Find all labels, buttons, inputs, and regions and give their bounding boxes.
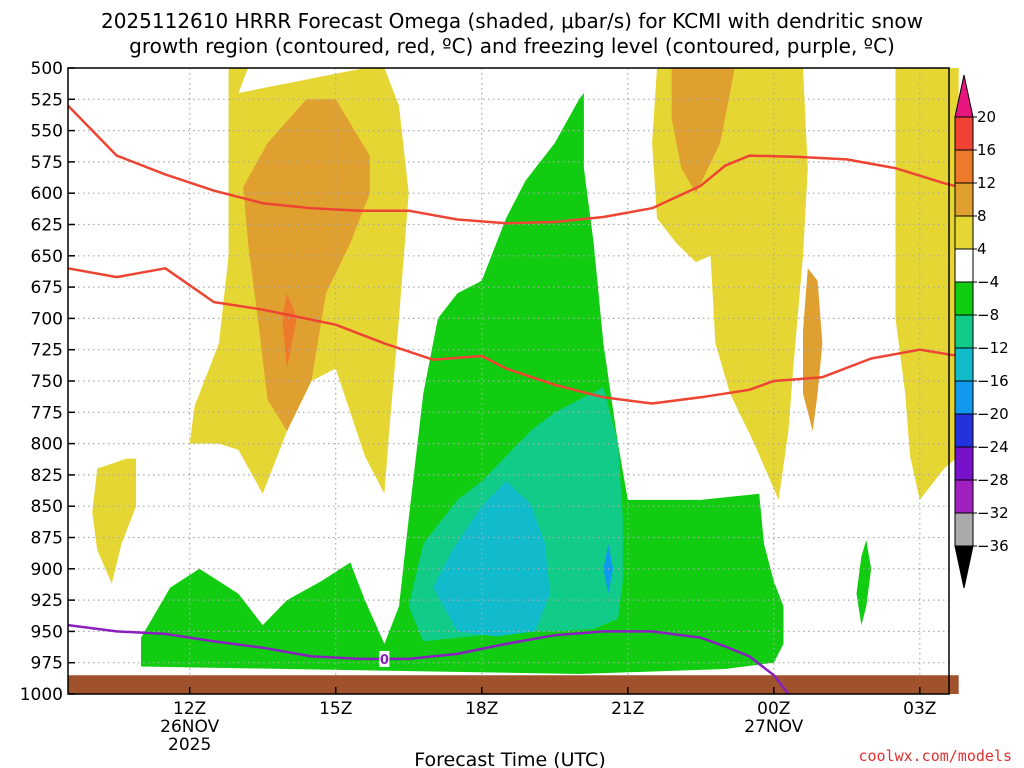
colorbar-label-10: −24 <box>977 438 1009 456</box>
colorbar-bin-7 <box>954 314 974 349</box>
y-tick-label-20: 1000 <box>20 685 63 705</box>
y-tick-label-0: 500 <box>31 59 63 79</box>
y-tick-label-15: 875 <box>31 529 63 549</box>
y-tick-label-1: 525 <box>31 90 63 110</box>
colorbar-bin-11 <box>954 446 974 481</box>
dgz-contour-upper <box>67 104 960 225</box>
colorbar-bin-13 <box>954 512 974 547</box>
freezing-level-contour <box>67 623 790 695</box>
colorbar-label-7: −12 <box>977 339 1009 357</box>
omega-region-7 <box>282 293 297 369</box>
y-tick-label-2: 550 <box>31 122 63 142</box>
colorbar: 20 16 12 8 4 −4 −8 −12 −16 −20 −24 −28 −32 −36 <box>954 74 1009 589</box>
y-tick-label-11: 775 <box>31 403 63 423</box>
y-tick-label-3: 575 <box>31 153 63 173</box>
y-tick-label-12: 800 <box>31 435 63 455</box>
x-tick-label-0: 12Z <box>173 699 206 719</box>
y-tick-label-4: 600 <box>31 184 63 204</box>
omega-region-2 <box>895 68 959 500</box>
y-tick-label-16: 900 <box>31 560 63 580</box>
omega-region-4 <box>243 99 370 432</box>
y-tick-label-13: 825 <box>31 466 63 486</box>
colorbar-label-8: −16 <box>977 372 1009 390</box>
colorbar-bin-1 <box>954 116 974 151</box>
credit-text: coolwx.com/models <box>858 747 1012 765</box>
colorbar-label-0: 20 <box>977 108 996 126</box>
colorbar-bin-12 <box>954 479 974 514</box>
colorbar-bin-3 <box>954 182 974 217</box>
y-tick-label-17: 925 <box>31 591 63 611</box>
y-tick-label-19: 975 <box>31 654 63 674</box>
x-tick-label-2: 18Z <box>465 699 498 719</box>
omega-region-3 <box>92 458 137 584</box>
x-tick-label-5: 03Z <box>903 699 936 719</box>
y-tick-label-9: 725 <box>31 341 63 361</box>
colorbar-label-5: −4 <box>977 273 999 291</box>
colorbar-label-4: 4 <box>977 240 987 258</box>
freezing-label-bg <box>379 650 390 667</box>
y-tick-label-10: 750 <box>31 372 63 392</box>
y-axis: 500 525 550 575 600 625 650 675 700 725 750 775 800 8… <box>20 59 75 705</box>
omega-region-9 <box>856 540 872 626</box>
x-tick-label-4: 00Z <box>757 699 790 719</box>
omega-region-6 <box>803 268 823 432</box>
x-tick-date-4: 27NOV <box>744 717 803 737</box>
omega-region-11 <box>433 481 550 637</box>
colorbar-bin-4 <box>954 215 974 250</box>
y-tick-label-8: 700 <box>31 309 63 329</box>
colorbar-label-12: −32 <box>977 504 1009 522</box>
colorbar-label-1: 16 <box>977 141 996 159</box>
colorbar-bin-8 <box>954 347 974 382</box>
colorbar-bin-10 <box>954 413 974 448</box>
x-tick-label-1: 15Z <box>319 699 352 719</box>
colorbar-label-3: 8 <box>977 207 987 225</box>
dgz-contour-lower <box>67 267 959 405</box>
colorbar-label-13: −36 <box>977 537 1009 555</box>
colorbar-bin-9 <box>954 380 974 415</box>
contour-lines: 0 <box>67 104 960 695</box>
x-axis-label: Forecast Time (UTC) <box>414 749 605 768</box>
y-tick-label-6: 650 <box>31 247 63 267</box>
colorbar-bin-2 <box>954 149 974 184</box>
chart-title-line2: growth region (contoured, red, ºC) and f… <box>129 34 895 58</box>
colorbar-label-11: −28 <box>977 471 1009 489</box>
ground-layer <box>68 675 959 694</box>
colorbar-label-6: −8 <box>977 306 999 324</box>
plot-area: 0 <box>67 67 960 695</box>
colorbar-bin-5 <box>954 248 974 283</box>
colorbar-label-9: −20 <box>977 405 1009 423</box>
colorbar-label-2: 12 <box>977 174 996 192</box>
freezing-level-label: 0 <box>380 653 389 668</box>
y-tick-label-14: 850 <box>31 497 63 517</box>
y-tick-label-18: 950 <box>31 622 63 642</box>
colorbar-bin-6 <box>954 281 974 316</box>
colorbar-bottom-arrow <box>954 545 974 589</box>
chart-title-line1: 2025112610 HRRR Forecast Omega (shaded, … <box>101 9 923 33</box>
x-tick-year-0: 2025 <box>168 735 211 755</box>
ground-surface <box>68 675 959 694</box>
y-tick-label-5: 625 <box>31 216 63 236</box>
x-tick-label-3: 21Z <box>611 699 644 719</box>
x-tick-date-0: 26NOV <box>160 717 219 737</box>
y-tick-label-7: 675 <box>31 278 63 298</box>
